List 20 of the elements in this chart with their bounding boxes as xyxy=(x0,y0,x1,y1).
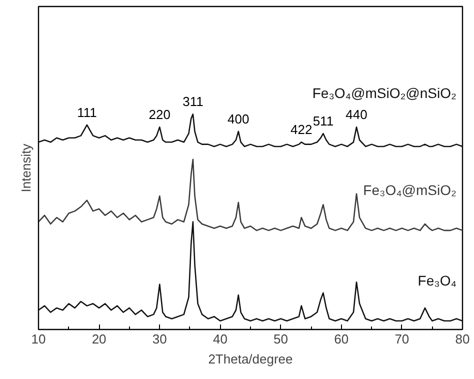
x-tick-label: 10 xyxy=(31,332,46,346)
x-tick-label: 60 xyxy=(334,332,349,346)
annotation: 511 xyxy=(312,114,334,129)
x-tick-label: 70 xyxy=(394,332,410,346)
annotation: 220 xyxy=(148,107,170,122)
x-tick-label: 80 xyxy=(455,332,470,346)
x-tick-label: 50 xyxy=(274,332,288,346)
annotation: 400 xyxy=(228,111,250,126)
series-label: Fe₃O₄ xyxy=(418,272,457,289)
annotation: 111 xyxy=(77,104,97,120)
x-tick-label: 40 xyxy=(212,332,228,346)
annotation: 440 xyxy=(346,107,368,122)
x-tick-label: 30 xyxy=(152,332,167,346)
x-axis-title: 2Theta/degree xyxy=(208,352,293,366)
series-label: Fe₃O₄@mSiO₂ xyxy=(363,182,456,198)
text: Fe₃O₄@mSiO₂@nSiO₂ xyxy=(312,85,456,102)
annotation: 422 xyxy=(290,122,312,138)
x-tick-label: 20 xyxy=(92,332,106,346)
y-axis-title: Intensity xyxy=(18,143,34,192)
annotation: 311 xyxy=(182,94,204,110)
